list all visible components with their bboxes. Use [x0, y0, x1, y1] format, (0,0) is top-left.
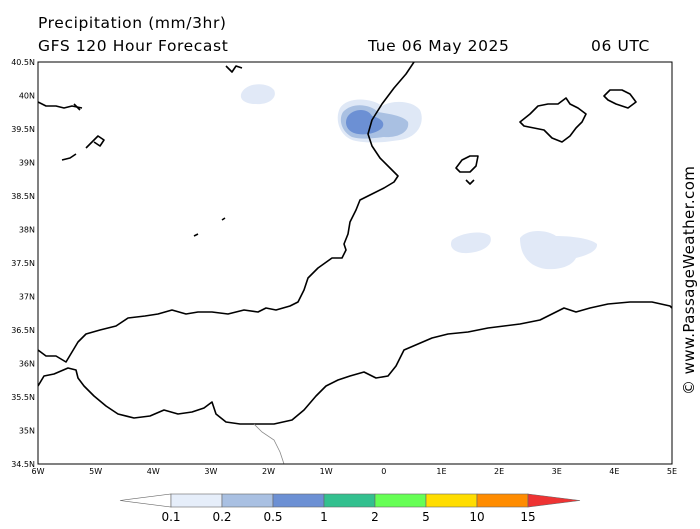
latitude-label: 38N	[19, 226, 35, 235]
coastline-ibiza	[455, 155, 479, 173]
latitude-label: 38.5N	[11, 192, 35, 201]
coastline-north-africa	[38, 301, 672, 425]
colorbar-label: 2	[371, 510, 379, 524]
latitude-label: 40N	[19, 92, 35, 101]
coastline-fragment	[225, 65, 243, 73]
colorbar-segment	[374, 493, 427, 508]
latitude-label: 34.5N	[11, 460, 35, 469]
colorbar-segment	[221, 493, 274, 508]
colorbar-label: 1	[320, 510, 328, 524]
map-title: Precipitation (mm/3hr)	[38, 14, 227, 32]
precip-area	[240, 84, 275, 105]
precip-area	[346, 110, 384, 135]
coastline-portugal	[38, 101, 83, 109]
colorbar: 0.1 0.2 0.5 1 2 5 10 15	[119, 493, 581, 524]
longitude-label: 2E	[494, 467, 504, 476]
longitude-label: 6W	[32, 467, 45, 476]
colorbar-label: 0.2	[212, 510, 231, 524]
coastline-layer	[38, 62, 672, 425]
colorbar-label: 10	[469, 510, 484, 524]
coastline-mallorca	[519, 97, 587, 143]
longitude-labels: 6W 5W 4W 3W 2W 1W 0 1E 2E 3E 4E 5E	[32, 467, 678, 476]
coastline-formentera	[465, 179, 475, 185]
colorbar-label: 15	[520, 510, 535, 524]
latitude-label: 36N	[19, 360, 35, 369]
latitude-label: 36.5N	[11, 326, 35, 335]
precip-layer	[240, 84, 598, 270]
longitude-label: 3W	[204, 467, 217, 476]
colorbar-label: 0.5	[263, 510, 282, 524]
coastline-fragment	[193, 233, 199, 237]
colorbar-arrow-low	[119, 493, 172, 508]
longitude-label: 0	[381, 467, 386, 476]
colorbar-arrow-high	[527, 493, 581, 508]
latitude-label: 37.5N	[11, 259, 35, 268]
latitude-label: 35.5N	[11, 393, 35, 402]
latitude-label: 39.5N	[11, 125, 35, 134]
coastline-menorca	[603, 89, 637, 109]
colorbar-segment	[170, 493, 223, 508]
precip-area	[520, 231, 598, 270]
longitude-label: 5W	[89, 467, 102, 476]
longitude-label: 3E	[552, 467, 562, 476]
longitude-label: 2W	[262, 467, 275, 476]
latitude-label: 39N	[19, 159, 35, 168]
colorbar-segment	[476, 493, 529, 508]
coastline-fragment	[85, 135, 105, 149]
watermark: © www.PassageWeather.com	[680, 166, 698, 395]
forecast-date: Tue 06 May 2025	[368, 37, 510, 55]
precip-area	[450, 232, 491, 254]
country-border	[253, 423, 285, 465]
longitude-label: 4W	[147, 467, 160, 476]
colorbar-segment	[425, 493, 478, 508]
coastline-fragment	[73, 103, 81, 111]
coastline-fragment	[221, 217, 226, 221]
colorbar-segment	[272, 493, 325, 508]
longitude-label: 4E	[609, 467, 619, 476]
colorbar-label: 5	[422, 510, 430, 524]
longitude-label: 5E	[667, 467, 677, 476]
coastline-fragment	[61, 153, 77, 161]
longitude-label: 1W	[320, 467, 333, 476]
forecast-time: 06 UTC	[591, 37, 650, 55]
map-frame	[37, 61, 673, 465]
latitude-labels: 40.5N 40N 39.5N 39N 38.5N 38N 37.5N 37N 36.5N 36N…	[11, 58, 35, 469]
latitude-label: 35N	[19, 427, 35, 436]
longitude-label: 1E	[436, 467, 446, 476]
latitude-label: 37N	[19, 293, 35, 302]
forecast-subtitle: GFS 120 Hour Forecast	[38, 37, 229, 55]
latitude-label: 40.5N	[11, 58, 35, 67]
colorbar-label: 0.1	[161, 510, 180, 524]
colorbar-segment	[323, 493, 376, 508]
coastline-spain	[38, 62, 415, 363]
